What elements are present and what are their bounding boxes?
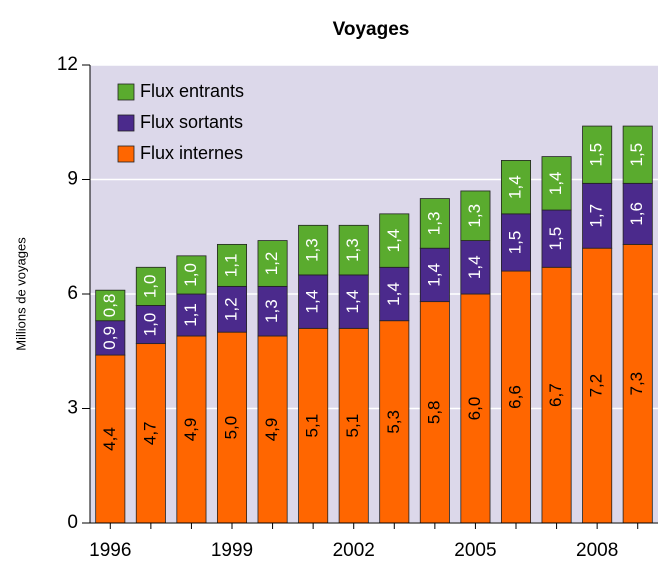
bar-segment	[622, 182, 653, 245]
chart-title: Voyages	[333, 19, 410, 40]
bar-segment	[216, 331, 248, 524]
value-label: 1,5	[546, 227, 565, 251]
bar-segment	[582, 247, 613, 524]
bar-segment	[216, 243, 248, 287]
legend-label: Flux sortants	[140, 112, 243, 132]
value-label: 4,9	[181, 418, 200, 442]
value-label: 1,1	[221, 254, 240, 278]
bar-segment	[95, 354, 126, 524]
bar-segment	[298, 274, 329, 329]
bar-segment	[176, 255, 207, 295]
bar-segment	[176, 293, 207, 337]
value-label: 1,4	[424, 263, 443, 287]
bar-segment	[622, 243, 653, 524]
x-tick-label: 2008	[576, 540, 618, 561]
value-label: 6,7	[546, 383, 565, 407]
bar-segment	[257, 285, 288, 337]
value-label: 4,7	[140, 421, 159, 445]
value-label: 5,1	[303, 414, 322, 438]
value-label: 1,0	[140, 313, 159, 337]
y-axis-label: Millions de voyages	[13, 237, 28, 351]
bar-segment	[460, 190, 491, 241]
bar-segment	[338, 327, 369, 524]
value-label: 1,0	[181, 263, 200, 287]
bar-segment	[500, 270, 532, 524]
bar-segment	[541, 156, 572, 211]
value-label: 1,7	[587, 204, 606, 228]
value-label: 1,3	[424, 212, 443, 236]
bar-segment	[338, 224, 369, 276]
bar-segment	[298, 224, 329, 276]
value-label: 1,4	[384, 282, 403, 306]
value-label: 1,1	[181, 303, 200, 327]
legend-swatch	[117, 83, 135, 101]
value-label: 1,4	[465, 255, 484, 279]
value-label: 0,9	[100, 326, 119, 350]
bar-segment	[135, 266, 166, 306]
legend-swatch	[117, 114, 135, 132]
bar-segment	[500, 160, 532, 215]
bar-segment	[419, 198, 450, 249]
bar-segment	[95, 289, 126, 322]
y-tick-label: 0	[67, 512, 78, 533]
value-label: 5,3	[384, 410, 403, 434]
value-label: 6,6	[505, 385, 524, 409]
value-label: 1,5	[627, 143, 646, 167]
bar-segment	[460, 293, 491, 524]
bar-segment	[257, 240, 288, 287]
bar-segment	[582, 182, 613, 249]
value-label: 7,3	[627, 372, 646, 396]
value-label: 4,4	[100, 427, 119, 451]
bar-segment	[135, 343, 166, 524]
legend-label: Flux entrants	[140, 81, 244, 101]
value-label: 0,8	[100, 294, 119, 318]
bar-segment	[379, 213, 410, 268]
y-tick-label: 9	[67, 169, 78, 190]
value-label: 1,3	[303, 238, 322, 262]
bar-segment	[135, 305, 166, 345]
value-label: 1,3	[262, 299, 281, 323]
value-label: 1,4	[303, 290, 322, 314]
y-tick-label: 12	[57, 54, 78, 75]
value-label: 7,2	[587, 374, 606, 398]
value-label: 1,2	[221, 297, 240, 321]
value-label: 1,4	[546, 171, 565, 195]
value-label: 1,4	[384, 229, 403, 253]
x-tick-label: 2002	[333, 540, 375, 561]
value-label: 1,5	[587, 143, 606, 167]
legend-label: Flux internes	[140, 143, 243, 163]
value-label: 1,4	[343, 290, 362, 314]
value-label: 5,1	[343, 414, 362, 438]
bar-segment	[419, 247, 450, 303]
value-label: 5,8	[424, 400, 443, 424]
value-label: 6,0	[465, 397, 484, 421]
value-label: 5,0	[221, 416, 240, 440]
x-tick-label: 2005	[454, 540, 496, 561]
value-label: 1,3	[465, 204, 484, 228]
bar-segment	[338, 274, 369, 329]
bar-segment	[257, 335, 288, 524]
value-label: 1,5	[505, 231, 524, 255]
value-label: 1,0	[140, 275, 159, 299]
x-tick-label: 1999	[211, 540, 253, 561]
bar-segment	[541, 209, 572, 268]
value-label: 1,6	[627, 202, 646, 226]
x-tick-label: 1996	[89, 540, 131, 561]
value-label: 1,3	[343, 238, 362, 262]
value-label: 1,4	[505, 175, 524, 199]
value-label: 4,9	[262, 418, 281, 442]
bar-segment	[298, 327, 329, 524]
legend-swatch	[117, 145, 135, 163]
value-label: 1,2	[262, 252, 281, 276]
bar-segment	[622, 125, 653, 184]
bar-segment	[500, 213, 532, 272]
bar-segment	[95, 320, 126, 356]
y-tick-label: 3	[67, 398, 78, 419]
bar-segment	[582, 125, 613, 184]
y-tick-label: 6	[67, 283, 78, 304]
